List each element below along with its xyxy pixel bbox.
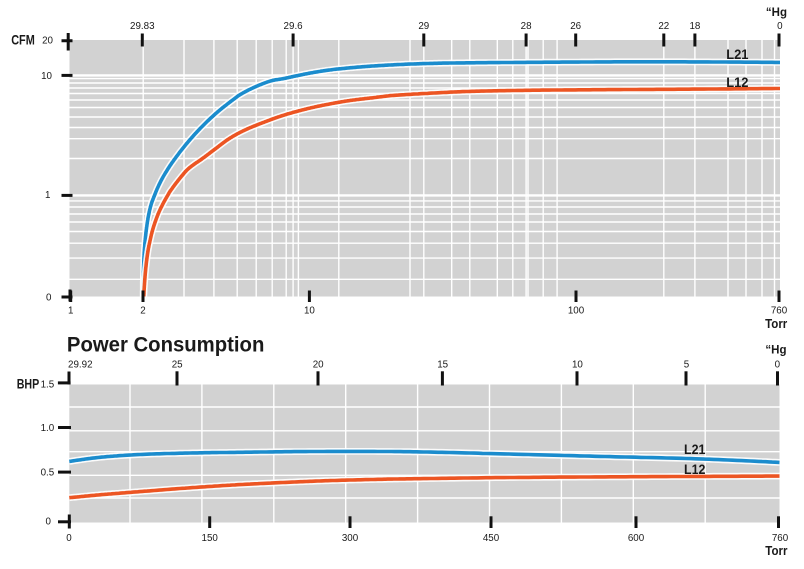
svg-text:1.0: 1.0 (41, 423, 55, 434)
svg-text:5: 5 (684, 360, 690, 371)
svg-text:29: 29 (418, 21, 429, 32)
svg-text:150: 150 (202, 533, 219, 544)
svg-text:Power Consumption: Power Consumption (67, 331, 265, 356)
svg-text:29.92: 29.92 (68, 360, 93, 371)
svg-text:20: 20 (313, 360, 324, 371)
svg-text:“Hg: “Hg (766, 7, 787, 19)
svg-text:25: 25 (172, 360, 183, 371)
svg-text:22: 22 (658, 21, 669, 32)
svg-text:1: 1 (68, 306, 73, 317)
svg-text:29.6: 29.6 (284, 21, 304, 32)
svg-text:450: 450 (483, 533, 500, 544)
svg-text:1.5: 1.5 (41, 379, 55, 390)
svg-text:BHP: BHP (17, 376, 40, 391)
svg-text:300: 300 (342, 533, 359, 544)
svg-text:“Hg: “Hg (765, 345, 786, 357)
svg-text:1: 1 (45, 190, 50, 201)
svg-text:760: 760 (771, 306, 788, 317)
svg-text:29.83: 29.83 (130, 21, 155, 32)
svg-text:Torr: Torr (765, 316, 787, 331)
svg-text:Torr: Torr (765, 543, 787, 558)
svg-text:2: 2 (140, 306, 145, 317)
svg-text:600: 600 (628, 533, 645, 544)
svg-text:28: 28 (521, 21, 532, 32)
svg-text:0.5: 0.5 (41, 468, 55, 479)
svg-text:L21: L21 (684, 441, 706, 457)
svg-text:0: 0 (46, 292, 52, 303)
svg-text:0: 0 (46, 517, 52, 528)
svg-text:20: 20 (42, 35, 53, 46)
svg-text:26: 26 (570, 21, 581, 32)
svg-text:L21: L21 (726, 46, 748, 62)
svg-text:760: 760 (772, 533, 789, 544)
svg-text:0: 0 (66, 533, 72, 544)
svg-text:CFM: CFM (11, 33, 35, 48)
svg-text:0: 0 (775, 360, 781, 371)
svg-text:18: 18 (689, 21, 700, 32)
svg-text:10: 10 (304, 306, 315, 317)
svg-text:L12: L12 (684, 461, 706, 477)
svg-text:10: 10 (572, 360, 583, 371)
svg-text:10: 10 (41, 71, 52, 82)
svg-text:100: 100 (568, 306, 585, 317)
svg-text:15: 15 (437, 360, 448, 371)
svg-text:0: 0 (777, 21, 783, 32)
svg-text:L12: L12 (726, 74, 748, 90)
